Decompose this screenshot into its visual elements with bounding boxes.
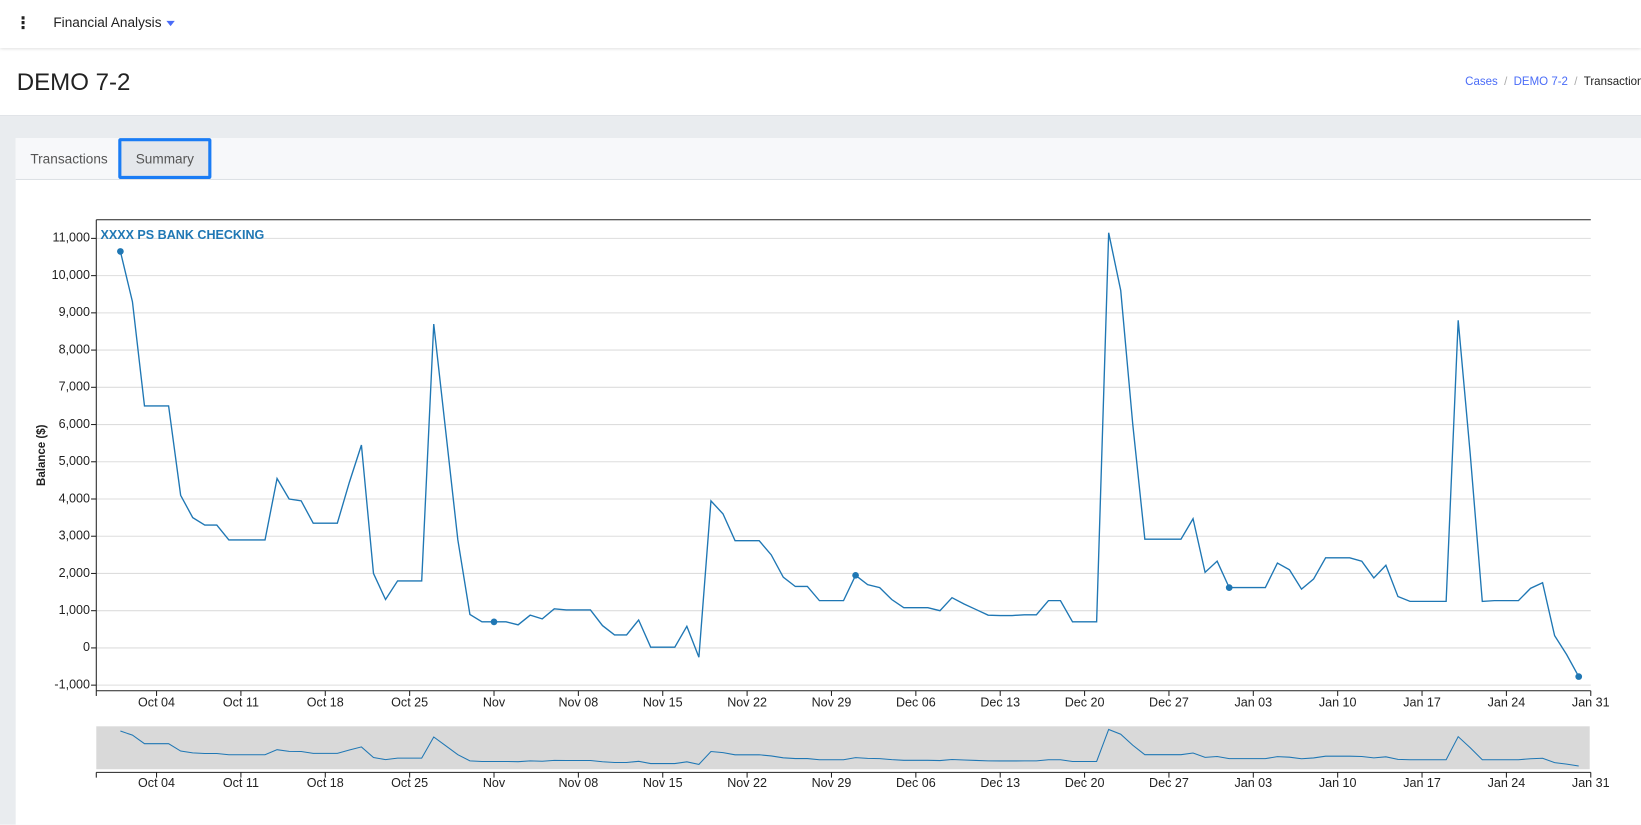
navigator-tick-label: Dec 13 — [980, 776, 1020, 790]
navigator-tick-label: Nov 29 — [812, 776, 852, 790]
x-tick-label: Jan 17 — [1403, 696, 1441, 710]
navigator-tick-label: Nov 15 — [643, 776, 683, 790]
y-tick-label: 5,000 — [59, 454, 90, 468]
navigator-line — [120, 728, 1579, 767]
tab[interactable]: Transactions — [30, 150, 108, 167]
y-tick-label: 6,000 — [59, 417, 90, 431]
navigator-tick-label: Oct 04 — [138, 776, 175, 790]
app-menu[interactable]: Financial Analysis — [53, 14, 176, 31]
series-label: XXXX PS BANK CHECKING — [100, 228, 264, 242]
y-tick-label: 8,000 — [59, 342, 90, 356]
x-tick-label: Oct 25 — [391, 696, 428, 710]
y-tick-label: 3,000 — [59, 529, 90, 543]
point-marker — [490, 618, 498, 626]
y-tick-label: 2,000 — [59, 566, 90, 580]
point-marker — [1575, 673, 1583, 680]
top-bar: ⋮ Financial Analysis — [0, 0, 1641, 49]
x-tick-label: Dec 13 — [980, 696, 1020, 710]
navigator-tick-label: Jan 10 — [1319, 776, 1357, 790]
x-tick-label: Jan 03 — [1234, 696, 1272, 710]
navigator-tick-label: Dec 27 — [1149, 776, 1189, 790]
point-marker — [1225, 584, 1233, 591]
x-tick-label: Nov 22 — [727, 696, 767, 710]
breadcrumb-current: Transactions — [1583, 75, 1641, 88]
x-tick-label: Nov 08 — [558, 696, 598, 710]
navigator-tick-label: Dec 06 — [896, 776, 936, 790]
navigator-tick-label: Jan 17 — [1403, 776, 1441, 790]
y-tick-label: 10,000 — [52, 268, 90, 282]
navigator-tick-label: Oct 25 — [391, 776, 428, 790]
y-tick-label: 7,000 — [59, 380, 90, 394]
breadcrumb-link[interactable]: Cases — [1465, 75, 1498, 88]
x-tick-label: Dec 20 — [1065, 696, 1105, 710]
navigator-tick-label: Jan 31 — [1572, 776, 1610, 790]
navigator-tick-label: Nov 22 — [727, 776, 767, 790]
x-tick-label: Nov 15 — [643, 696, 683, 710]
point-marker — [117, 248, 124, 255]
tab-active[interactable]: Summary — [118, 138, 212, 179]
navigator-tick-label: Jan 03 — [1234, 776, 1272, 790]
app-name[interactable]: Financial Analysis — [53, 14, 162, 31]
menu-button[interactable]: ⋮ — [14, 14, 32, 33]
navigator-tick-label: Oct 11 — [223, 776, 259, 790]
x-tick-label: Oct 18 — [307, 696, 344, 710]
navigator-background — [96, 726, 1590, 770]
series-line — [119, 232, 1580, 677]
x-tick-label: Nov — [483, 696, 506, 710]
navigator-tick-label: Dec 20 — [1065, 776, 1105, 790]
breadcrumb: Cases/DEMO 7-2/Transactions — [1465, 75, 1641, 88]
x-tick-label: Dec 27 — [1149, 696, 1189, 710]
x-tick-label: Jan 24 — [1488, 696, 1526, 710]
tab-bar: Transactions Summary — [15, 138, 1641, 181]
content-card: Transactions Summary — [15, 138, 1641, 825]
navigator-tick-label: Nov — [483, 776, 506, 790]
x-tick-label: Dec 06 — [896, 696, 936, 710]
page-title: DEMO 7-2 — [16, 68, 131, 96]
navigator-tick-label: Jan 24 — [1488, 776, 1526, 790]
x-tick-label: Nov 29 — [812, 696, 852, 710]
y-tick-label: 11,000 — [53, 231, 90, 245]
page-header: DEMO 7-2 Cases/DEMO 7-2/Transactions — [0, 48, 1641, 117]
x-tick-label: Jan 10 — [1319, 696, 1357, 710]
y-axis-label: Balance ($) — [36, 424, 48, 486]
y-tick-label: 9,000 — [59, 305, 90, 319]
y-tick-label: 0 — [83, 640, 90, 654]
x-tick-label: Oct 11 — [223, 696, 259, 710]
x-tick-label: Oct 04 — [138, 696, 175, 710]
y-tick-label: -1,000 — [54, 677, 90, 691]
navigator-tick-label: Nov 08 — [558, 776, 598, 790]
x-tick-label: Jan 31 — [1572, 696, 1610, 710]
point-marker — [852, 571, 859, 579]
navigator-tick-label: Oct 18 — [307, 776, 344, 790]
y-tick-label: 4,000 — [59, 491, 90, 505]
y-tick-label: 1,000 — [59, 603, 90, 617]
breadcrumb-link[interactable]: DEMO 7-2 — [1513, 75, 1568, 88]
